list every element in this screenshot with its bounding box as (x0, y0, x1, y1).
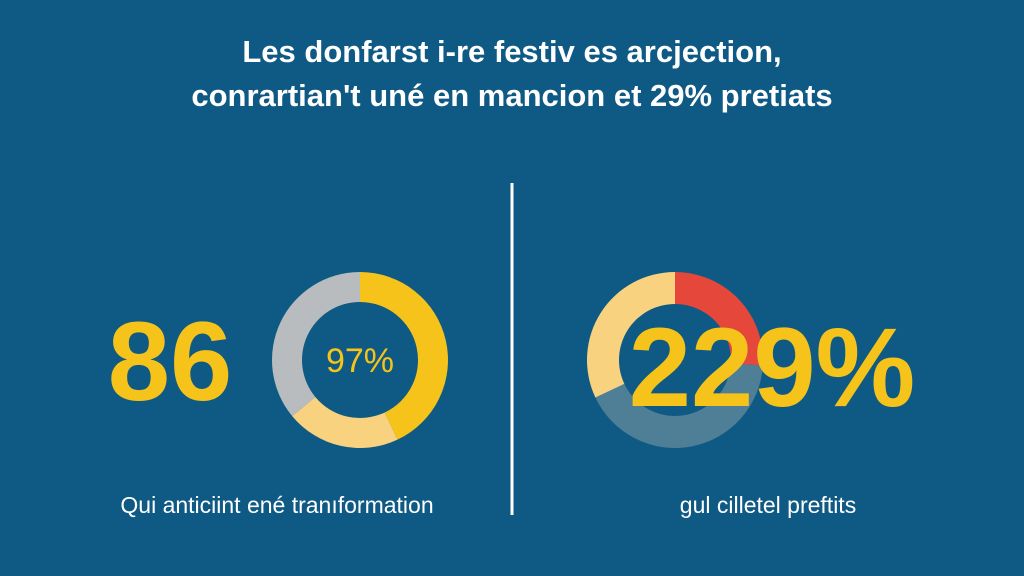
donut-segment (587, 272, 675, 398)
donut-segment (272, 272, 360, 417)
donut-segment (292, 396, 398, 449)
title-line: Les donfarst i-re festiv es arcjection, (242, 34, 781, 69)
donut-segment (675, 272, 763, 366)
donut-segment (595, 363, 763, 449)
caption: Qui anticiint ené tranıformation (120, 492, 433, 518)
caption: gul cilletel preftits (680, 492, 856, 518)
big-number: 229% (629, 305, 915, 430)
center-label: 97% (326, 342, 394, 380)
title-line: conrartian't uné en mancion et 29% preti… (191, 78, 832, 113)
texts: 97% 86 Qui anticiint ené tranıformation 229… (108, 299, 916, 518)
big-number: 86 (108, 299, 233, 424)
donut-segment (360, 272, 448, 440)
donuts (272, 272, 763, 449)
